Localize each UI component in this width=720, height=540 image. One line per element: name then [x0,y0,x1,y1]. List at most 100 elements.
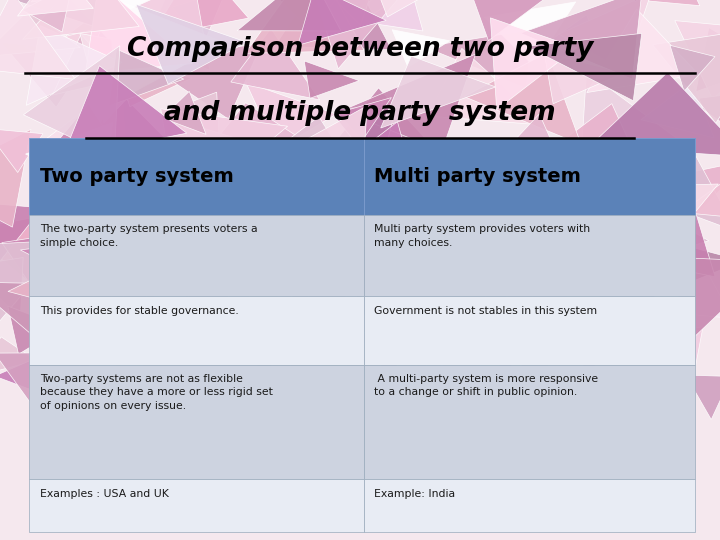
Polygon shape [123,165,247,239]
Polygon shape [86,0,192,73]
Polygon shape [246,82,336,150]
Polygon shape [652,154,720,232]
Polygon shape [0,337,36,377]
Polygon shape [86,214,150,286]
Polygon shape [0,353,85,435]
Polygon shape [278,312,354,376]
Polygon shape [333,98,392,146]
Polygon shape [582,174,685,237]
Text: Two-party systems are not as flexible
because they have a more or less rigid set: Two-party systems are not as flexible be… [40,374,272,410]
Polygon shape [292,225,433,339]
Polygon shape [530,208,653,313]
Polygon shape [648,0,700,6]
Polygon shape [107,327,158,379]
Polygon shape [456,0,597,40]
Polygon shape [161,109,287,217]
Polygon shape [8,236,125,322]
Polygon shape [559,0,651,71]
Polygon shape [652,25,720,123]
Polygon shape [434,280,503,345]
Polygon shape [376,205,464,278]
Polygon shape [428,49,546,125]
Polygon shape [380,281,533,348]
Polygon shape [473,194,542,237]
Text: Multi party system: Multi party system [374,167,581,186]
Polygon shape [172,0,226,45]
Polygon shape [480,334,534,374]
Polygon shape [588,184,719,256]
Polygon shape [668,257,720,341]
Polygon shape [51,294,143,381]
Polygon shape [224,140,278,197]
Polygon shape [143,219,233,317]
Polygon shape [229,343,327,426]
Polygon shape [608,169,691,233]
Polygon shape [236,156,343,221]
Polygon shape [526,33,642,101]
Polygon shape [233,319,336,410]
Polygon shape [298,0,386,45]
Polygon shape [688,90,720,135]
Polygon shape [256,307,328,375]
Polygon shape [44,82,126,166]
Polygon shape [359,292,440,345]
Polygon shape [275,0,392,50]
Polygon shape [20,233,154,313]
Polygon shape [395,326,447,374]
Polygon shape [265,394,327,429]
Polygon shape [441,264,522,332]
Polygon shape [485,334,594,407]
Polygon shape [305,61,359,98]
Polygon shape [680,158,720,221]
Polygon shape [346,296,482,372]
Polygon shape [152,155,231,237]
Polygon shape [629,0,680,2]
Polygon shape [544,15,599,45]
Polygon shape [598,258,720,318]
Polygon shape [2,233,66,290]
Polygon shape [1,42,93,107]
Polygon shape [117,63,192,107]
Polygon shape [577,306,678,379]
Polygon shape [226,117,379,211]
Polygon shape [521,0,642,79]
Text: Comparison between two party: Comparison between two party [127,36,593,62]
Bar [29,364,364,479]
Polygon shape [533,385,598,422]
Bar [364,364,695,479]
Bar [364,479,695,532]
Polygon shape [26,26,122,105]
Polygon shape [109,49,184,106]
Polygon shape [22,0,72,32]
Polygon shape [161,180,241,238]
Bar [29,479,364,532]
Polygon shape [0,129,43,173]
Text: A multi-party system is more responsive
to a change or shift in public opinion.: A multi-party system is more responsive … [374,374,598,397]
Polygon shape [311,137,444,231]
Polygon shape [0,240,68,321]
Polygon shape [567,353,618,399]
Polygon shape [62,66,186,158]
Polygon shape [63,162,157,211]
Polygon shape [572,327,703,423]
Polygon shape [125,363,211,448]
Polygon shape [24,28,102,75]
Polygon shape [230,175,297,235]
Polygon shape [262,237,332,294]
Polygon shape [165,256,275,319]
Polygon shape [138,44,262,119]
Polygon shape [57,169,117,206]
Polygon shape [312,194,461,265]
Polygon shape [78,184,189,285]
Polygon shape [459,161,613,232]
Polygon shape [150,0,248,37]
Polygon shape [30,340,143,435]
Polygon shape [464,52,581,145]
Polygon shape [341,54,475,151]
Polygon shape [0,0,108,31]
Polygon shape [469,279,535,327]
Polygon shape [22,0,139,39]
Text: Example: India: Example: India [374,489,456,499]
Text: This provides for stable governance.: This provides for stable governance. [40,306,238,316]
Polygon shape [17,0,94,16]
